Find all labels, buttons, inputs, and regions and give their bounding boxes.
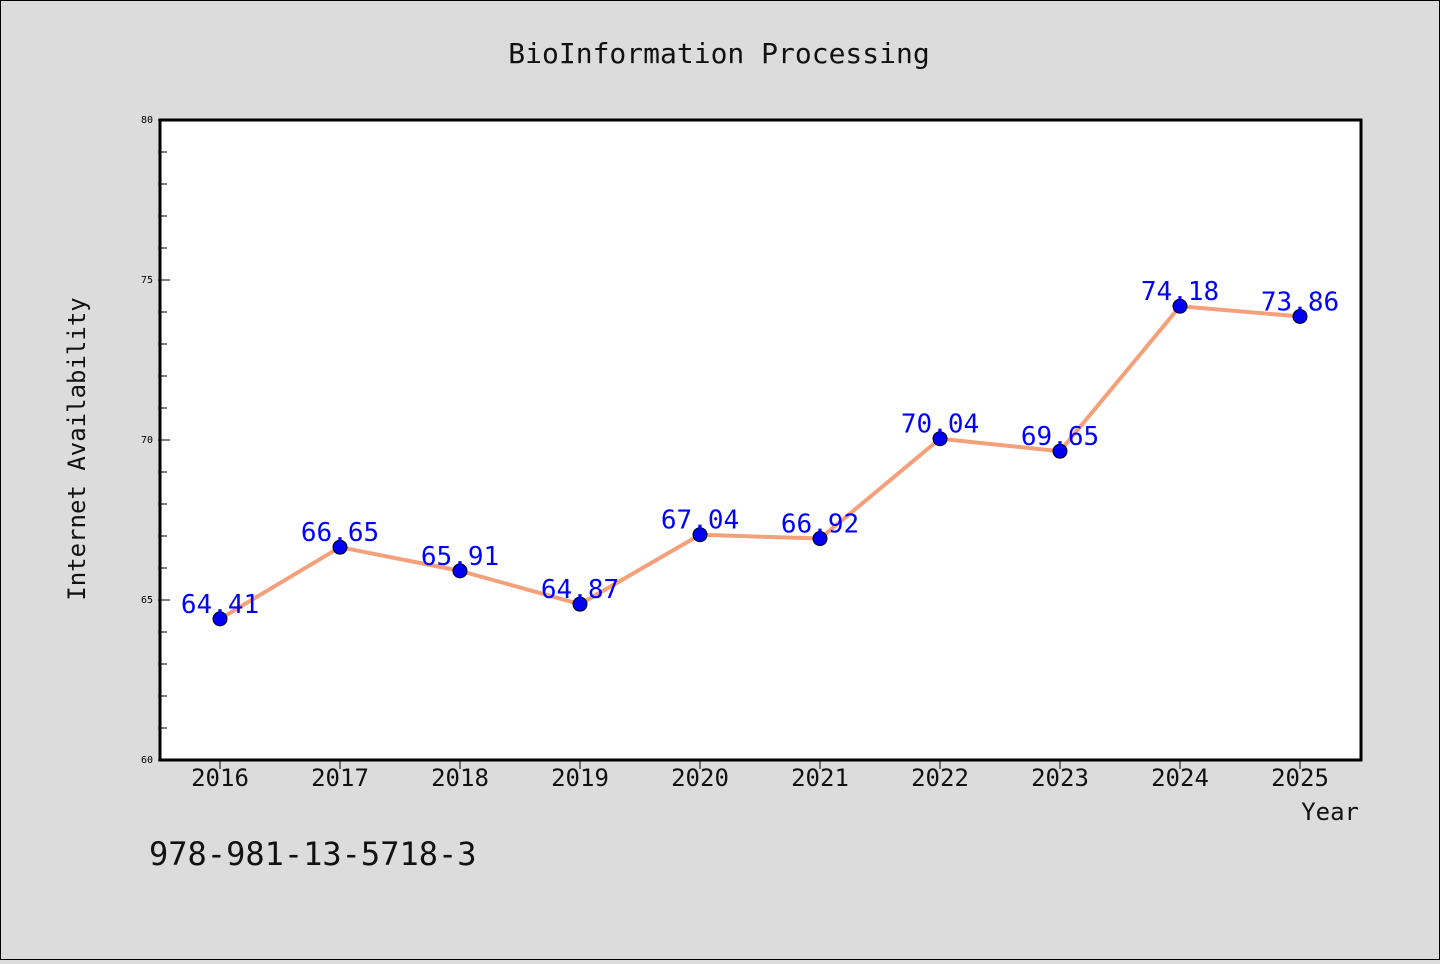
y-tick-label: 75: [141, 275, 153, 286]
x-tick-label: 2021: [791, 764, 849, 792]
data-point: [1172, 298, 1188, 314]
x-tick-label: 2017: [311, 764, 369, 792]
data-point: [452, 563, 468, 579]
data-label: 64.87: [541, 575, 619, 605]
data-point: [572, 596, 588, 612]
data-label: 66.65: [301, 518, 379, 548]
isbn-annotation: 978-981-13-5718-3: [149, 835, 477, 873]
x-tick-label: 2019: [551, 764, 609, 792]
series-line: [218, 304, 1302, 621]
x-tick-label: 2020: [671, 764, 729, 792]
chart-title: BioInformation Processing: [508, 37, 929, 70]
y-tick-label: 65: [141, 595, 153, 606]
data-label: 74.18: [1141, 277, 1219, 307]
data-label: 65.91: [421, 542, 499, 572]
data-label: 73.86: [1261, 287, 1339, 317]
x-axis: 2016 2017 2018 2019 2020 2021 2022 2023 2024 2025: [191, 760, 1329, 792]
data-point: [1052, 443, 1068, 459]
x-tick-label: 2025: [1271, 764, 1329, 792]
y-tick-label: 80: [141, 115, 153, 126]
x-tick-label: 2022: [911, 764, 969, 792]
x-tick-label: 2016: [191, 764, 249, 792]
data-point: [1292, 308, 1308, 324]
data-point: [692, 527, 708, 543]
data-point: [812, 531, 828, 547]
plot-area: [158, 118, 1363, 762]
x-tick-label: 2023: [1031, 764, 1089, 792]
data-label: 67.04: [661, 506, 739, 536]
y-tick-label: 70: [141, 435, 153, 446]
data-label-layer: 64.41 66.65 65.91 64.87 67.04 66.92 70.04 69.65…: [181, 277, 1339, 620]
data-label: 64.41: [181, 590, 259, 620]
x-tick-label: 2018: [431, 764, 489, 792]
series-layer: [212, 298, 1308, 627]
data-point: [212, 611, 228, 627]
y-tick-label: 60: [141, 755, 153, 766]
data-label: 70.04: [901, 410, 979, 440]
data-point: [932, 431, 948, 447]
x-axis-label: Year: [1301, 798, 1359, 826]
y-axis-label: Internet Availability: [63, 297, 91, 600]
data-point: [332, 539, 348, 555]
x-tick-label: 2024: [1151, 764, 1209, 792]
y-axis: 60 65 70 75 80: [141, 115, 170, 766]
data-label: 66.92: [781, 510, 859, 540]
data-label: 69.65: [1021, 422, 1099, 452]
